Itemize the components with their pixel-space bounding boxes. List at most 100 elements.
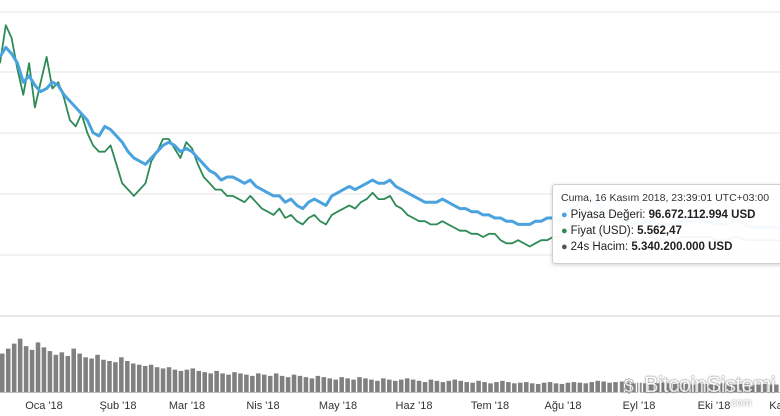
- volume-bar: [768, 384, 773, 392]
- volume-bar: [387, 379, 392, 392]
- tooltip-row-price: ● Fiyat (USD): 5.562,47: [561, 223, 780, 239]
- volume-bar: [452, 379, 458, 392]
- series-dot-icon: ●: [561, 225, 568, 237]
- volume-bar: [125, 361, 130, 392]
- volume-bar: [750, 385, 755, 392]
- volume-bar: [666, 383, 672, 392]
- x-tick-label: Haz '18: [396, 400, 433, 412]
- volume-bar: [434, 380, 440, 392]
- volume-bar: [136, 364, 142, 392]
- volume-bar: [5, 348, 11, 392]
- volume-bar: [428, 379, 434, 392]
- volume-bar: [267, 375, 273, 392]
- volume-bar: [571, 382, 577, 392]
- volume-bar: [184, 369, 190, 392]
- volume-bar: [89, 358, 94, 392]
- volume-bar: [601, 381, 606, 392]
- volume-bar: [470, 382, 475, 392]
- volume-bar: [649, 383, 654, 392]
- volume-bar: [77, 353, 82, 392]
- volume-bar: [476, 380, 481, 392]
- series-dot-icon: ●: [561, 209, 568, 221]
- volume-bar: [160, 368, 166, 392]
- volume-bar: [130, 363, 136, 392]
- volume-bar: [154, 367, 160, 392]
- volume-bar: [232, 372, 237, 392]
- x-tick-label: May '18: [319, 400, 357, 412]
- volume-bar: [678, 383, 684, 392]
- volume-bar: [404, 378, 410, 392]
- volume-bar: [654, 383, 660, 392]
- volume-bar: [244, 374, 249, 392]
- volume-bar: [250, 375, 255, 392]
- volume-bar: [273, 373, 279, 392]
- volume-bar: [29, 349, 35, 392]
- x-tick-label: Ağu '18: [545, 400, 582, 412]
- volume-bar: [398, 379, 404, 392]
- series-dot-icon: ●: [561, 241, 568, 253]
- volume-bar: [41, 347, 47, 392]
- volume-bar: [529, 383, 535, 392]
- volume-bar: [523, 382, 529, 392]
- volume-bar: [303, 377, 309, 392]
- grid-lines: [0, 11, 780, 393]
- tooltip-label: Piyasa Değeri:: [570, 209, 649, 221]
- volume-bar: [595, 380, 600, 392]
- volume-bar: [0, 353, 5, 392]
- volume-bars: [0, 338, 779, 392]
- volume-bar: [607, 382, 612, 392]
- volume-bar: [214, 370, 219, 392]
- x-tick-label: Şub '18: [100, 400, 137, 412]
- tooltip-value: 96.672.112.994 USD: [648, 209, 756, 221]
- volume-bar: [613, 382, 618, 392]
- volume-bar: [23, 346, 29, 392]
- volume-bar: [291, 374, 297, 392]
- volume-bar: [238, 373, 243, 392]
- volume-bar: [547, 382, 553, 392]
- volume-bar: [577, 382, 583, 392]
- x-axis-ticks: Oca '18 Şub '18 Mar '18 Nis '18 May '18 Haz '…: [25, 400, 780, 412]
- volume-bar: [553, 383, 559, 392]
- volume-bar: [95, 354, 100, 392]
- tooltip-value: 5.340.200.000 USD: [631, 241, 733, 253]
- volume-bar: [172, 369, 178, 392]
- x-tick-label: Mar '18: [169, 400, 205, 412]
- volume-bar: [309, 378, 315, 392]
- volume-bar: [494, 382, 499, 392]
- tooltip-label: 24s Hacim:: [570, 241, 632, 253]
- volume-bar: [47, 351, 53, 392]
- volume-bar: [446, 380, 452, 392]
- volume-bar: [11, 343, 17, 392]
- volume-bar: [488, 383, 493, 392]
- tooltip-row-volume: ● 24s Hacim: 5.340.200.000 USD: [561, 239, 780, 255]
- x-tick-label: Ka: [769, 400, 780, 412]
- volume-bar: [744, 384, 749, 392]
- volume-bar: [684, 383, 690, 392]
- volume-bar: [375, 380, 380, 392]
- volume-bar: [535, 383, 541, 392]
- volume-bar: [196, 370, 202, 392]
- volume-bar: [482, 382, 487, 392]
- svg-text:$: $: [624, 376, 634, 396]
- volume-bar: [583, 383, 589, 392]
- volume-bar: [59, 352, 65, 392]
- volume-bar: [256, 373, 261, 392]
- x-tick-label: Eyl '18: [623, 400, 656, 412]
- bitcoin-logo-icon: $: [617, 370, 641, 400]
- volume-bar: [321, 377, 327, 392]
- volume-bar: [279, 375, 285, 392]
- volume-bar: [71, 348, 76, 392]
- volume-bar: [458, 380, 464, 392]
- volume-bar: [101, 359, 106, 392]
- volume-bar: [333, 379, 338, 392]
- tooltip-label: Fiyat (USD):: [570, 225, 638, 237]
- volume-bar: [512, 383, 517, 392]
- volume-bar: [345, 378, 350, 392]
- volume-bar: [113, 362, 118, 392]
- tooltip-row-market-cap: ● Piyasa Değeri: 96.672.112.994 USD: [561, 207, 780, 223]
- volume-bar: [464, 382, 469, 392]
- volume-bar: [708, 384, 714, 392]
- volume-bar: [631, 383, 636, 392]
- volume-bar: [315, 375, 321, 392]
- volume-bar: [696, 383, 702, 392]
